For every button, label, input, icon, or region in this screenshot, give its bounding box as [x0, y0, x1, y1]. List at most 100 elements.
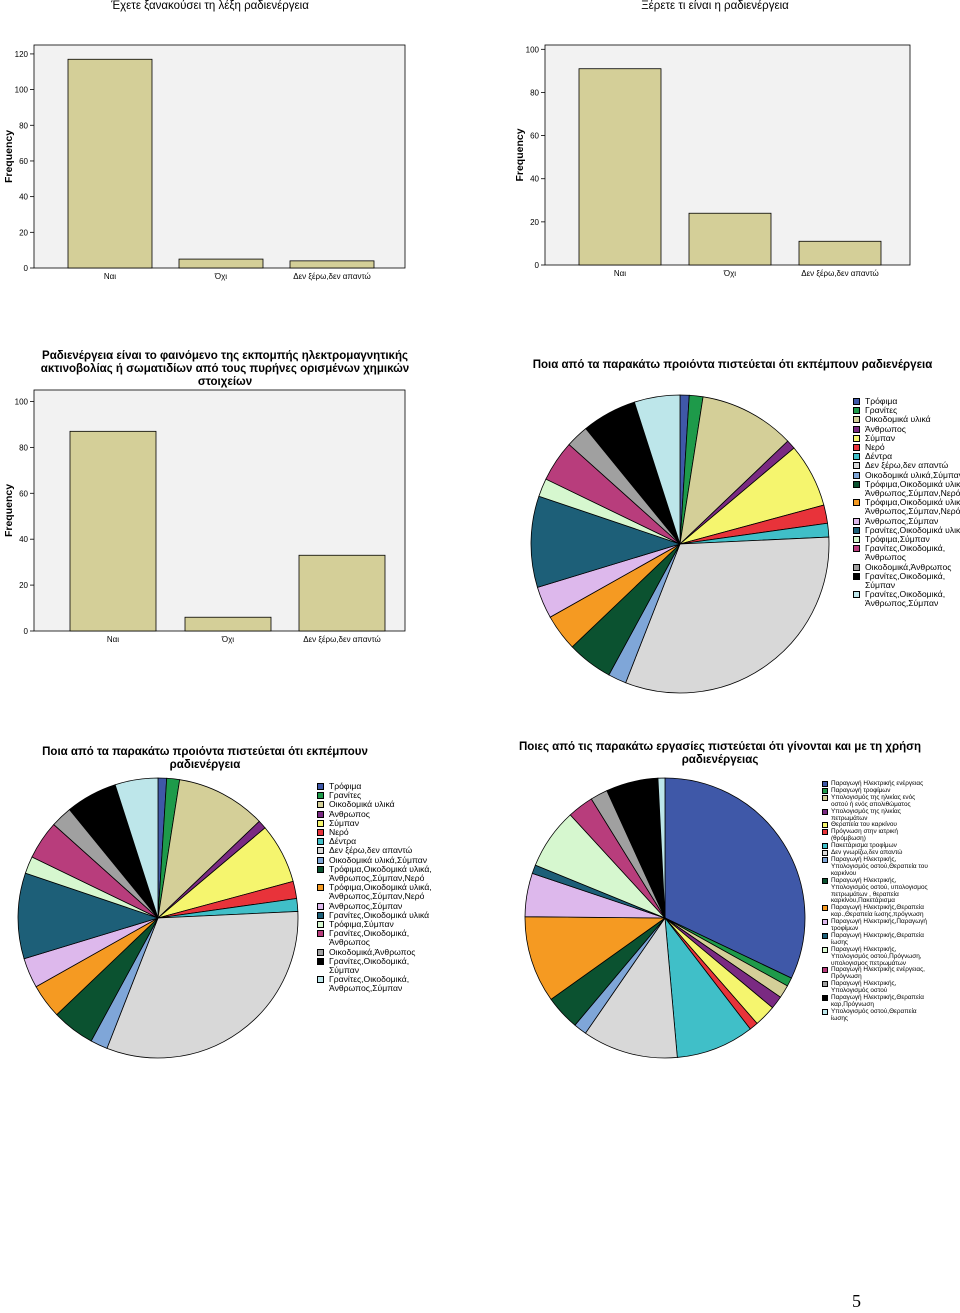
pie-slice [530, 495, 682, 588]
legend-label: Άνθρωπος,Σύμπαν [865, 515, 939, 526]
legend-label: Τρόφιμα,Σύμπαν [865, 534, 930, 545]
legend-swatch [317, 921, 324, 929]
legend-item: Άνθρωπος [317, 809, 432, 819]
bar-chart-svg: 0 20 40 60 80 100 120 Frequency Ναι Όχι Δεν ξέρω,δ… [3, 44, 406, 281]
legend-label: Τρόφιμα,Οικοδομικά υλικά, Άνθρωπος,Σύμπα… [329, 882, 432, 902]
bar-chart-svg: 0 20 40 60 80 100 Frequency Ναι Όχι Δεν ξέρω,δεν … [3, 389, 406, 644]
legend-label: Παραγωγή Ηλεκτρικής ενέργειας, Πρόγνωση [831, 966, 925, 981]
x-tick-label: Ναι [107, 635, 119, 644]
legend-swatch [822, 829, 828, 836]
legend-swatch [822, 905, 828, 912]
y-tick-label: 80 [19, 121, 28, 130]
legend-label: Οικοδομικά υλικά,Σύμπαν [865, 469, 960, 480]
pie-chart-uses: Ποιες από τις παρακάτω εργασίες πιστεύετ… [510, 740, 960, 1070]
pie-slice [633, 394, 681, 545]
legend-item: Νερό [853, 442, 960, 452]
legend-swatch [317, 930, 324, 938]
legend-swatch [853, 591, 860, 599]
legend-label: Γρανίτες [865, 405, 898, 416]
legend-swatch [853, 407, 860, 415]
legend-swatch [853, 434, 860, 442]
chart-title: Έχετε ξανακούσει τη λέξη ραδιενέργεια [111, 0, 309, 12]
legend-label: Παραγωγή Ηλεκτρικής,Θεραπεία καρ.,Θεραπε… [831, 904, 924, 919]
legend-swatch [822, 781, 828, 787]
legend-label: Δέντρα [865, 451, 893, 462]
legend-item: Τρόφιμα [853, 396, 960, 406]
legend-item: Υπολογισμός της ηλικίας ενός οστού ή ενό… [822, 794, 930, 809]
y-tick-label: 20 [19, 228, 28, 237]
y-tick-label: 100 [15, 86, 29, 95]
legend-label: Γρανίτες,Οικοδομικά, Σύμπαν [329, 955, 410, 976]
legend-label: Δεν γνωρίζω,δεν απαντώ [831, 849, 903, 857]
legend-swatch [853, 416, 860, 424]
legend-swatch [853, 462, 860, 470]
legend-item: Πακετάρισμα τροφίμων [822, 842, 930, 850]
legend-label: Γρανίτες [329, 790, 362, 801]
chart-title: Ξέρετε τι είναι η ραδιενέργεια [641, 0, 789, 12]
legend-item: Παραγωγή Ηλεκτρικής ενέργειας [822, 780, 930, 788]
legend-label: Τρόφιμα,Σύμπαν [329, 919, 394, 930]
legend-item: Γρανίτες,Οικοδομικά υλικά [853, 525, 960, 535]
legend-item: Τρόφιμα,Σύμπαν [853, 534, 960, 545]
pie-slice [625, 536, 830, 694]
legend-swatch [317, 865, 324, 873]
legend-label: Τρόφιμα,Οικοδομικά υλικά, Άνθρωπος,Σύμπα… [865, 478, 960, 499]
legend-item: Νερό [317, 827, 432, 837]
legend-item: Τρόφιμα,Οικοδομικά υλικά, Άνθρωπος,Σύμπα… [317, 863, 432, 884]
legend-item: Γρανίτες,Οικοδομικά, Άνθρωπος,Σύμπαν [853, 590, 960, 608]
legend-label: Τρόφιμα,Οικοδομικά υλικά, Άνθρωπος,Σύμπα… [329, 863, 432, 884]
legend-swatch [853, 572, 860, 580]
legend-item: Υπολογισμός οστού,Θεραπεία ίωσης [822, 1008, 930, 1023]
pie-legend: Τρόφιμα Γρανίτες Οικοδομικά υλικά Άνθρωπος Σ… [317, 781, 432, 994]
legend-swatch [853, 444, 860, 452]
bar [184, 616, 272, 632]
legend-label: Οικοδομικά υλικά [865, 414, 931, 425]
bar [69, 430, 157, 632]
legend-swatch [822, 919, 828, 926]
x-tick-label: Δεν ξέρω,δεν απαντώ [303, 635, 381, 644]
y-tick-label: 120 [15, 50, 29, 59]
legend-swatch [853, 536, 860, 544]
bar [178, 258, 264, 269]
pie-chart-products-1: Ποια από τα παρακάτω προιόντα πιστεύεται… [470, 348, 960, 708]
legend-label: Υπολογισμός της ηλικίας πετρωμάτων [831, 807, 901, 822]
legend-swatch [317, 792, 324, 800]
x-tick-label: Δεν ξέρω,δεν απαντώ [801, 269, 879, 278]
x-tick-label: Δεν ξέρω,δεν απαντώ [293, 272, 371, 281]
legend-item: Θεραπεία του καρκίνου [822, 821, 930, 829]
pie-chart-svg [530, 394, 830, 694]
legend-swatch [822, 856, 828, 863]
pie-chart-products-2: Ποια από τα παρακάτω προιόντα πιστεύεται… [0, 740, 480, 1070]
legend-item: Παραγωγή Ηλεκτρικής,Θεραπεία καρ.,Θεραπε… [822, 904, 930, 919]
legend-label: Δεν ξέρω,δεν απαντώ [329, 845, 413, 856]
y-tick-label: 80 [19, 443, 28, 452]
legend-item: Οικοδομικά,Άνθρωπος [317, 946, 432, 957]
legend-label: Οικοδομικά υλικά [329, 799, 395, 810]
x-tick-label: Όχι [214, 272, 227, 281]
chart-title: Ποια από τα παρακάτω προιόντα πιστεύεται… [532, 359, 933, 371]
legend-item: Γρανίτες,Οικοδομικά, Σύμπαν [853, 571, 960, 590]
legend-swatch [822, 946, 828, 953]
legend-swatch [317, 902, 324, 910]
y-tick-label: 0 [24, 264, 29, 273]
bar [289, 260, 375, 269]
legend-swatch [822, 808, 828, 815]
legend-item: Γρανίτες,Οικοδομικά, Σύμπαν [317, 955, 432, 976]
legend-label: Τρόφιμα [865, 396, 898, 406]
legend-label: Παραγωγή τροφίμων [831, 786, 891, 794]
legend-swatch [853, 453, 860, 461]
legend-item: Σύμπαν [317, 818, 432, 828]
y-tick-label: 60 [19, 157, 28, 166]
legend-swatch [822, 995, 828, 1002]
legend-label: Οικοδομικά,Άνθρωπος [329, 946, 416, 957]
legend-item: Παραγωγή Ηλεκτρικής, Υπολογισμός οστού,Θ… [822, 856, 930, 878]
legend-label: Πακετάρισμα τροφίμων [831, 842, 897, 850]
pie-slice [157, 779, 260, 920]
legend-label: Σύμπαν [865, 432, 896, 443]
legend-item: Δέντρα [853, 452, 960, 461]
y-tick-label: 60 [19, 489, 28, 498]
y-tick-label: 80 [530, 88, 539, 97]
legend-swatch [822, 932, 828, 939]
legend-item: Γρανίτες,Οικοδομικά, Άνθρωπος [317, 929, 432, 947]
y-tick-label: 40 [19, 193, 28, 202]
